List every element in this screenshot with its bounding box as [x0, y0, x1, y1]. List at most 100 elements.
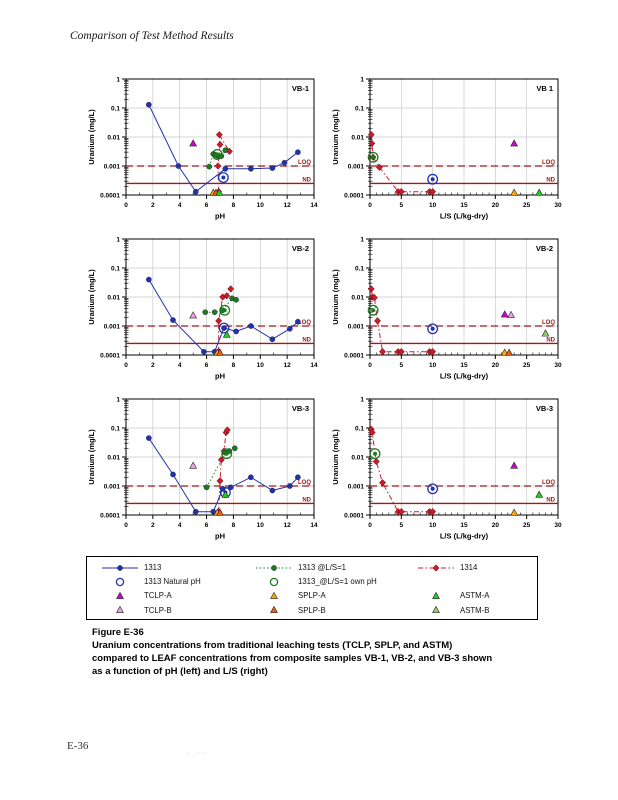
- svg-text:14: 14: [310, 362, 318, 369]
- svg-text:0.0001: 0.0001: [100, 512, 120, 519]
- svg-text:LOQ: LOQ: [298, 160, 311, 166]
- svg-text:VB 1: VB 1: [536, 84, 553, 93]
- svg-text:25: 25: [523, 522, 531, 529]
- legend-item-splp-b: SPLP-B: [255, 604, 326, 616]
- svg-text:20: 20: [492, 362, 500, 369]
- svg-text:6: 6: [205, 362, 209, 369]
- svg-text:0: 0: [368, 202, 372, 209]
- legend-marker-splp-b-icon: [270, 605, 278, 613]
- legend-label-tclp-a: TCLP-A: [144, 591, 172, 601]
- svg-text:25: 25: [523, 202, 531, 209]
- legend-item-tclp-a: TCLP-A: [101, 590, 172, 602]
- svg-text:10: 10: [429, 362, 437, 369]
- svg-text:ND: ND: [546, 337, 555, 343]
- page-number: E-36: [67, 740, 89, 752]
- svg-text:LOQ: LOQ: [298, 320, 311, 326]
- svg-text:6: 6: [205, 202, 209, 209]
- svg-text:10: 10: [429, 522, 437, 529]
- svg-text:Uranium (mg/L): Uranium (mg/L): [87, 269, 96, 325]
- svg-text:0.0001: 0.0001: [344, 512, 364, 519]
- chart-vb3-ph: 0 2 4 6 8 10 12 14 1 0.1 0.01 0.001 0.0001 LOQ ND VB-3 p…: [84, 392, 324, 544]
- svg-text:8: 8: [232, 522, 236, 529]
- legend-label-1313-ls1: 1313 @L/S=1: [298, 563, 347, 572]
- svg-text:14: 14: [310, 522, 318, 529]
- svg-text:0.01: 0.01: [107, 294, 120, 301]
- svg-text:ND: ND: [546, 497, 555, 503]
- svg-text:0.01: 0.01: [351, 134, 364, 141]
- svg-text:VB-1: VB-1: [292, 84, 309, 93]
- legend-item-astm-a: ASTM-A: [417, 590, 489, 602]
- svg-text:15: 15: [460, 362, 468, 369]
- figure-number: Figure E-36: [92, 627, 144, 638]
- svg-text:20: 20: [492, 522, 500, 529]
- page-header-running-title: Comparison of Test Method Results: [70, 30, 234, 42]
- svg-text:0: 0: [368, 522, 372, 529]
- svg-text:VB-3: VB-3: [292, 404, 309, 413]
- svg-text:Uranium (mg/L): Uranium (mg/L): [87, 109, 96, 165]
- caption-line-1: Uranium concentrations from traditional …: [92, 640, 453, 651]
- legend-marker-1313-icon: [102, 564, 138, 571]
- svg-text:L/S (L/kg-dry): L/S (L/kg-dry): [440, 532, 489, 541]
- legend-label-1314: 1314: [460, 563, 478, 572]
- svg-text:LOQ: LOQ: [542, 160, 555, 166]
- svg-text:L/S (L/kg-dry): L/S (L/kg-dry): [440, 372, 489, 381]
- svg-text:1: 1: [116, 396, 120, 403]
- svg-text:ND: ND: [302, 497, 311, 503]
- legend-label-1313-ls1-own: 1313_@L/S=1 own pH: [298, 577, 377, 587]
- svg-text:pH: pH: [215, 372, 225, 381]
- chart-vb1-ls: 0 5 10 15 20 25 30 1 0.1 0.01 0.001 0.0001 LOQ ND VB 1…: [328, 72, 568, 224]
- svg-text:12: 12: [284, 362, 292, 369]
- svg-text:14: 14: [310, 202, 318, 209]
- legend-marker-1313-ls1-own-icon: [269, 577, 279, 586]
- svg-text:0.01: 0.01: [107, 454, 120, 461]
- svg-text:LOQ: LOQ: [298, 480, 311, 486]
- svg-text:2: 2: [151, 202, 155, 209]
- svg-text:Uranium (mg/L): Uranium (mg/L): [331, 429, 340, 485]
- legend-marker-splp-a-icon: [270, 591, 278, 599]
- svg-text:0.1: 0.1: [111, 425, 120, 432]
- svg-text:30: 30: [554, 522, 562, 529]
- svg-text:8: 8: [232, 202, 236, 209]
- svg-text:10: 10: [257, 362, 265, 369]
- legend-box: 1313 1313 @L/S=1 1314 1313 Natural pH 1313_@…: [86, 556, 538, 620]
- svg-text:1: 1: [116, 76, 120, 83]
- caption-line-2: compared to LEAF concentrations from com…: [92, 653, 493, 664]
- svg-text:0.1: 0.1: [111, 105, 120, 112]
- svg-text:0.01: 0.01: [351, 454, 364, 461]
- legend-marker-1314-icon: [418, 563, 454, 572]
- svg-text:12: 12: [284, 202, 292, 209]
- legend-marker-tclp-b-icon: [116, 605, 124, 613]
- legend-label-splp-b: SPLP-B: [298, 605, 326, 615]
- legend-label-1313: 1313: [144, 563, 162, 572]
- svg-text:1: 1: [360, 396, 364, 403]
- svg-text:4: 4: [178, 202, 182, 209]
- svg-text:L/S (L/kg-dry): L/S (L/kg-dry): [440, 212, 489, 221]
- svg-text:2: 2: [151, 362, 155, 369]
- svg-text:10: 10: [429, 202, 437, 209]
- svg-text:0.001: 0.001: [104, 483, 121, 490]
- svg-text:25: 25: [523, 362, 531, 369]
- svg-text:0: 0: [368, 362, 372, 369]
- svg-text:8: 8: [232, 362, 236, 369]
- legend-item-1313-ls1: 1313 @L/S=1: [255, 562, 346, 574]
- legend-item-1313: 1313: [101, 562, 161, 574]
- svg-text:1: 1: [116, 236, 120, 243]
- legend-marker-astm-a-icon: [432, 591, 440, 599]
- svg-text:4: 4: [178, 362, 182, 369]
- svg-text:pH: pH: [215, 212, 225, 221]
- svg-text:15: 15: [460, 202, 468, 209]
- legend-marker-astm-b-icon: [432, 605, 440, 613]
- svg-text:5: 5: [400, 202, 404, 209]
- svg-text:30: 30: [554, 202, 562, 209]
- svg-text:0.001: 0.001: [348, 163, 365, 170]
- svg-text:6: 6: [205, 522, 209, 529]
- svg-text:0.0001: 0.0001: [100, 192, 120, 199]
- svg-text:ND: ND: [546, 177, 555, 183]
- legend-label-splp-a: SPLP-A: [298, 591, 326, 601]
- legend-item-astm-b: ASTM-B: [417, 604, 489, 616]
- svg-text:0.001: 0.001: [104, 163, 121, 170]
- svg-text:0.001: 0.001: [104, 323, 121, 330]
- svg-text:LOQ: LOQ: [542, 480, 555, 486]
- svg-text:pH: pH: [215, 532, 225, 541]
